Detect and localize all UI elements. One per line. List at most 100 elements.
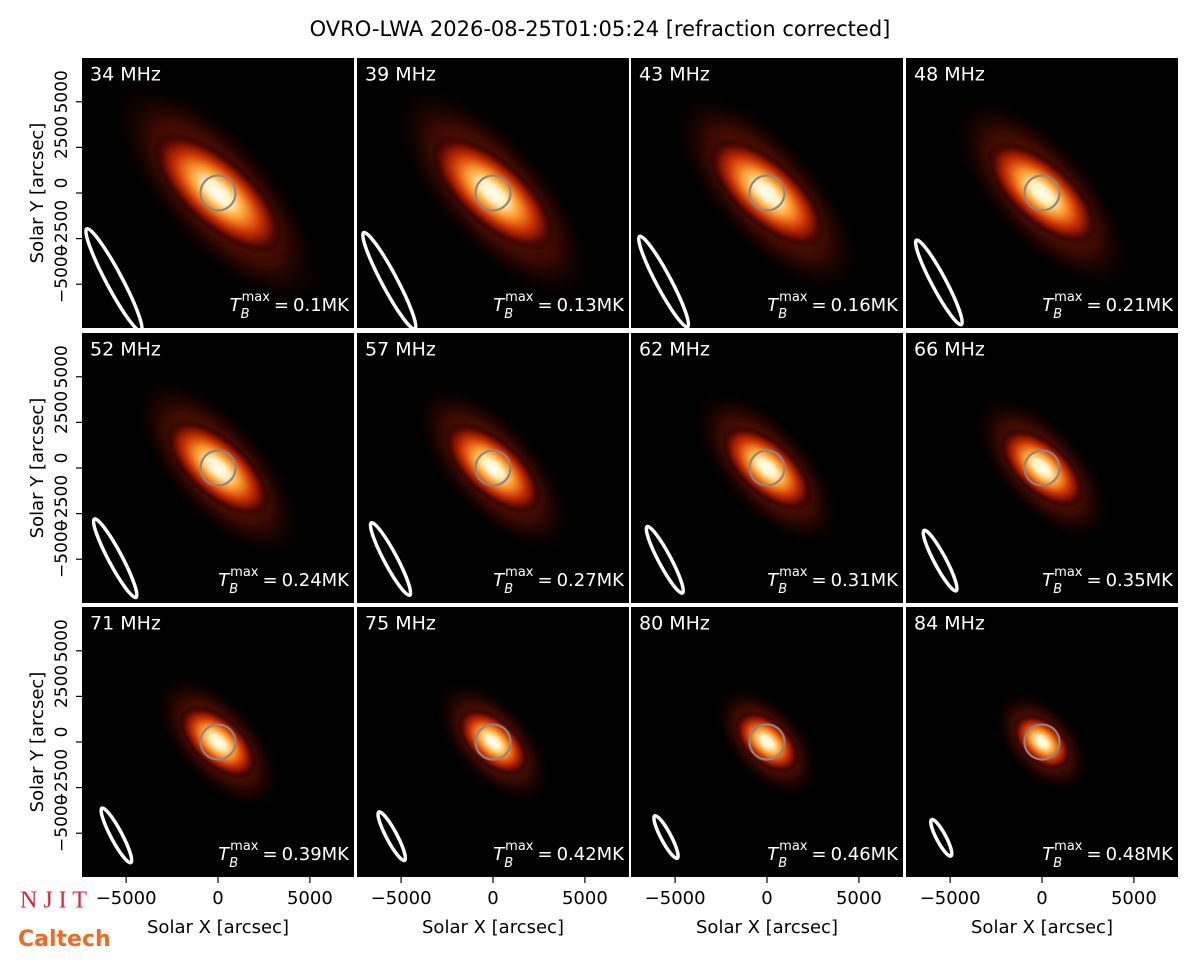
tb-equals: = (1086, 844, 1101, 865)
tb-max-label: TBmax = 0.31MK (767, 565, 899, 597)
solar-disk (1023, 174, 1061, 212)
y-tick-label: −5000 (52, 520, 72, 578)
tb-unit: MK (1146, 844, 1175, 865)
panel: 43 MHz TBmax = 0.16MK (631, 58, 903, 328)
x-tick-label: 0 (1036, 888, 1047, 909)
frequency-label: 80 MHz (639, 613, 710, 635)
panel: 48 MHz TBmax = 0.21MK (906, 58, 1178, 328)
radio-image (636, 86, 866, 328)
tb-symbol: T (1042, 570, 1055, 591)
x-axis-label: Solar X [arcsec] (971, 917, 1113, 938)
panel: 52 MHz TBmax = 0.24MK (82, 333, 354, 603)
y-axis-label: Solar Y [arcsec] (27, 398, 48, 539)
emission-core (179, 705, 257, 779)
y-tick-label: −2500 (52, 475, 72, 533)
tb-max-label: TBmax = 0.35MK (1042, 565, 1174, 597)
y-tick-label: −5000 (52, 794, 72, 852)
panel: 39 MHz TBmax = 0.13MK (357, 58, 629, 328)
tb-sup: max (779, 290, 808, 305)
y-tick-label: 2500 (52, 665, 72, 708)
emission-core (708, 138, 826, 248)
x-tick-label: −5000 (920, 888, 981, 909)
tb-value: 0.31 (831, 570, 871, 591)
radio-image (91, 373, 306, 600)
x-axis-label: Solar X [arcsec] (422, 917, 564, 938)
tb-sub: B (1053, 582, 1062, 597)
tb-equals: = (811, 570, 826, 591)
beam (652, 813, 680, 861)
x-tick-label: 5000 (562, 888, 608, 909)
tb-unit: MK (1146, 295, 1175, 316)
tb-equals: = (811, 844, 826, 865)
x-tick-label: 0 (212, 888, 223, 909)
tb-sup: max (1054, 839, 1083, 854)
tb-sup: max (505, 839, 534, 854)
panel: 84 MHz TBmax = 0.48MK (906, 607, 1178, 877)
tb-sub: B (1053, 856, 1062, 871)
tb-sup: max (505, 290, 534, 305)
tb-equals: = (1086, 570, 1101, 591)
solar-disk (748, 174, 786, 212)
tb-value: 0.48 (1106, 844, 1146, 865)
beam (636, 234, 691, 328)
x-axis-label: Solar X [arcsec] (696, 917, 838, 938)
y-axis-label: Solar Y [arcsec] (27, 123, 48, 264)
x-tick-label: 0 (761, 888, 772, 909)
radio-image (368, 379, 576, 598)
panel: 62 MHz TBmax = 0.31MK (631, 333, 903, 603)
radio-image (929, 689, 1092, 858)
y-tick-label: −5000 (52, 245, 72, 303)
tb-symbol: T (767, 295, 780, 316)
solar-disk (474, 723, 512, 761)
tb-unit: MK (322, 295, 351, 316)
tb-unit: MK (871, 295, 900, 316)
tb-unit: MK (871, 570, 900, 591)
tb-sup: max (779, 565, 808, 580)
radio-image (652, 683, 823, 861)
panel: 75 MHz TBmax = 0.42MK (357, 607, 629, 877)
tb-max-label: TBmax = 0.48MK (1042, 839, 1174, 871)
tb-unit: MK (871, 844, 900, 865)
radio-image (99, 671, 284, 865)
tb-equals: = (537, 295, 552, 316)
tb-symbol: T (1042, 295, 1055, 316)
tb-value: 0.13 (557, 295, 597, 316)
panel: 71 MHz TBmax = 0.39MK (82, 607, 354, 877)
beam (361, 230, 418, 328)
tb-sup: max (1054, 565, 1083, 580)
y-tick-label: 2500 (52, 116, 72, 159)
beam (368, 520, 413, 598)
x-tick-label: 0 (487, 888, 498, 909)
tb-value: 0.24 (282, 570, 322, 591)
radio-image (921, 391, 1114, 593)
frequency-label: 52 MHz (90, 339, 161, 361)
x-tick-label: −5000 (645, 888, 706, 909)
tb-equals: = (262, 570, 277, 591)
solar-disk (748, 449, 786, 487)
tb-sub: B (778, 307, 787, 322)
tb-symbol: T (767, 570, 780, 591)
beam (644, 524, 686, 595)
tb-symbol: T (218, 570, 231, 591)
tb-sub: B (778, 856, 787, 871)
tb-equals: = (1086, 295, 1101, 316)
frequency-label: 57 MHz (365, 339, 436, 361)
panel: 34 MHz TBmax = 0.1MK (82, 58, 354, 328)
tb-max-label: TBmax = 0.16MK (767, 290, 899, 322)
tb-max-label: TBmax = 0.42MK (493, 839, 625, 871)
frequency-label: 48 MHz (914, 64, 985, 86)
tb-unit: MK (322, 844, 351, 865)
panel: 57 MHz TBmax = 0.27MK (357, 333, 629, 603)
tb-max-label: TBmax = 0.46MK (767, 839, 899, 871)
tb-equals: = (537, 844, 552, 865)
tb-value: 0.16 (831, 295, 871, 316)
y-tick-label: 5000 (52, 619, 72, 662)
x-tick-label: 5000 (287, 888, 333, 909)
tb-value: 0.21 (1106, 295, 1146, 316)
panel: 80 MHz TBmax = 0.46MK (631, 607, 903, 877)
tb-symbol: T (767, 844, 780, 865)
emission-core (430, 135, 556, 251)
tb-unit: MK (597, 295, 626, 316)
tb-max-label: TBmax = 0.1MK (230, 290, 351, 322)
beam (91, 517, 139, 600)
